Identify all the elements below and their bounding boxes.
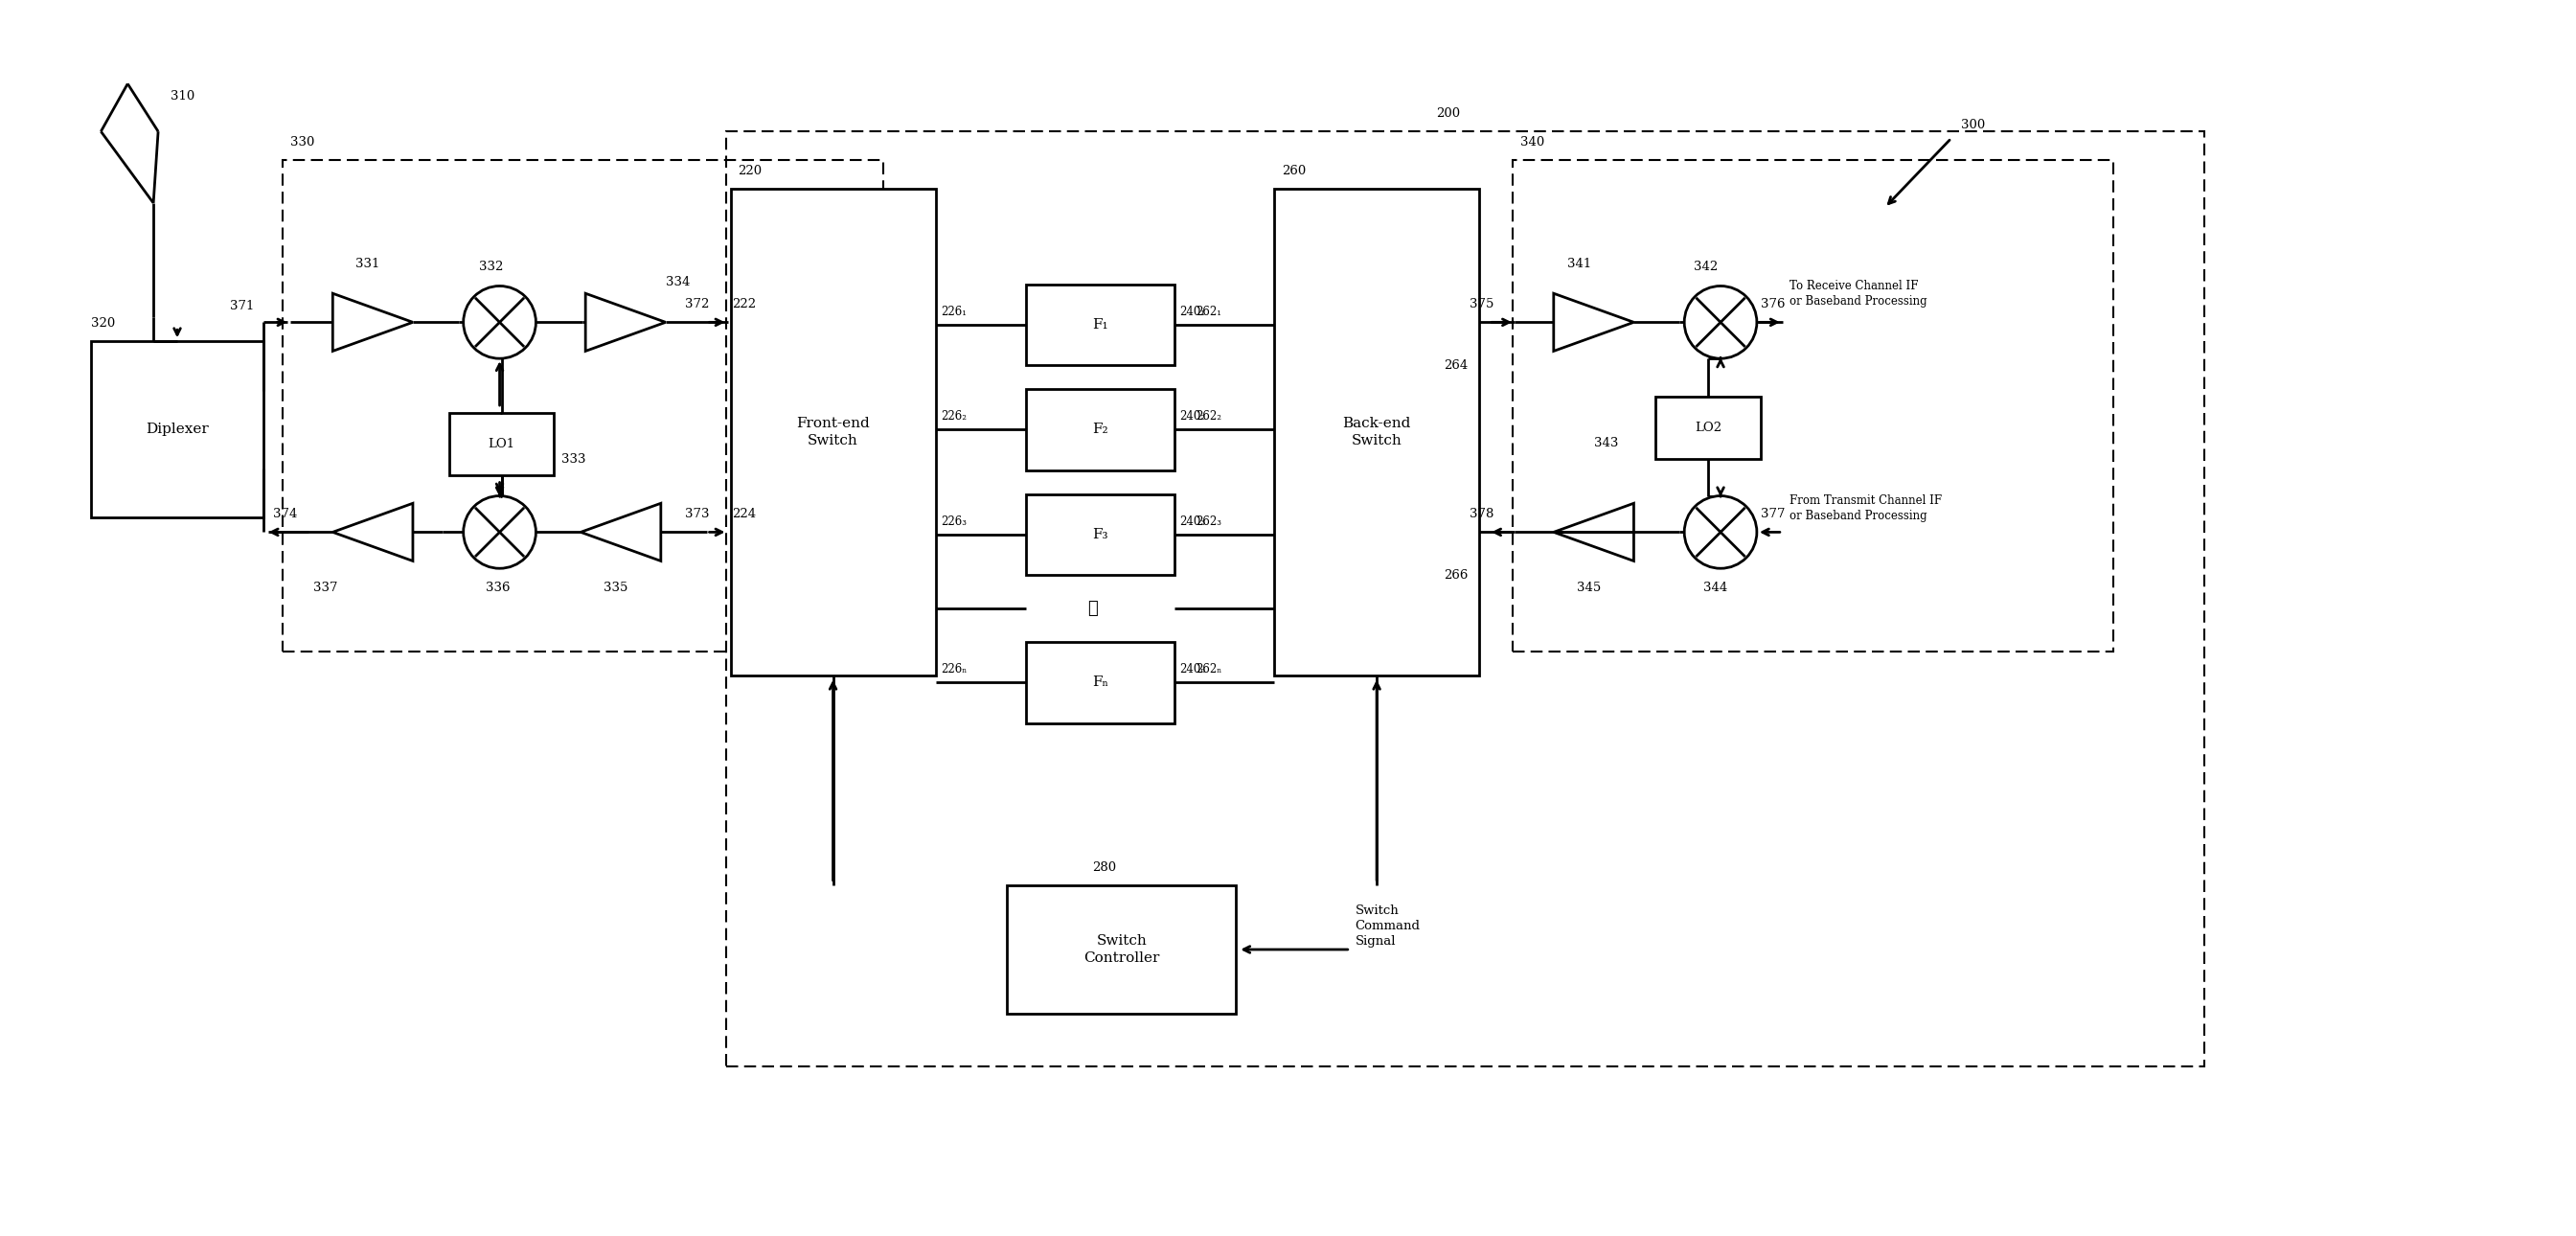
Text: 335: 335 — [603, 582, 629, 595]
Text: 341: 341 — [1566, 257, 1592, 269]
Text: 337: 337 — [314, 582, 337, 595]
Text: 336: 336 — [484, 582, 510, 595]
Text: 264: 264 — [1445, 360, 1468, 372]
Text: 345: 345 — [1577, 582, 1600, 595]
FancyBboxPatch shape — [1656, 397, 1759, 459]
FancyBboxPatch shape — [90, 341, 263, 518]
Text: Back-end
Switch: Back-end Switch — [1342, 417, 1412, 447]
Text: 333: 333 — [562, 452, 587, 466]
Text: 262₃: 262₃ — [1195, 515, 1221, 528]
FancyBboxPatch shape — [1007, 885, 1236, 1014]
Text: To Receive Channel IF
or Baseband Processing: To Receive Channel IF or Baseband Proces… — [1790, 281, 1927, 308]
Text: F₃: F₃ — [1092, 528, 1108, 541]
FancyBboxPatch shape — [1025, 284, 1175, 365]
FancyBboxPatch shape — [1025, 389, 1175, 470]
Text: 343: 343 — [1595, 436, 1618, 449]
Text: 266: 266 — [1445, 570, 1468, 582]
Text: 240₃: 240₃ — [1180, 515, 1206, 528]
Text: 220: 220 — [739, 164, 762, 177]
Text: 342: 342 — [1695, 261, 1718, 273]
Text: 334: 334 — [665, 277, 690, 289]
Text: 377: 377 — [1759, 508, 1785, 520]
Polygon shape — [1553, 503, 1633, 561]
Text: 240₁: 240₁ — [1180, 305, 1206, 318]
Polygon shape — [1553, 293, 1633, 351]
Text: Diplexer: Diplexer — [147, 423, 209, 436]
Text: 262₁: 262₁ — [1195, 305, 1221, 318]
Text: 376: 376 — [1759, 298, 1785, 310]
Text: 226ₙ: 226ₙ — [940, 664, 969, 676]
Text: 224: 224 — [732, 508, 757, 520]
Text: Switch
Command
Signal: Switch Command Signal — [1355, 904, 1419, 947]
Text: 373: 373 — [685, 508, 708, 520]
Text: 226₁: 226₁ — [940, 305, 966, 318]
Text: From Transmit Channel IF
or Baseband Processing: From Transmit Channel IF or Baseband Pro… — [1790, 494, 1942, 523]
Text: 226₂: 226₂ — [940, 410, 966, 423]
Text: 300: 300 — [1960, 119, 1986, 131]
FancyBboxPatch shape — [732, 189, 935, 675]
Text: F₂: F₂ — [1092, 423, 1108, 436]
Text: 340: 340 — [1520, 136, 1546, 148]
Text: 372: 372 — [685, 298, 708, 310]
Circle shape — [1685, 286, 1757, 358]
Text: 332: 332 — [479, 261, 502, 273]
Text: 240ₙ: 240ₙ — [1180, 664, 1206, 676]
Text: Front-end
Switch: Front-end Switch — [796, 417, 871, 447]
Text: 331: 331 — [355, 257, 379, 269]
Polygon shape — [580, 503, 662, 561]
Text: 374: 374 — [273, 508, 296, 520]
Text: 222: 222 — [732, 298, 757, 310]
Text: 310: 310 — [170, 90, 196, 103]
Text: 226₃: 226₃ — [940, 515, 966, 528]
Circle shape — [464, 286, 536, 358]
Text: 378: 378 — [1471, 508, 1494, 520]
Text: LO1: LO1 — [487, 438, 515, 450]
Polygon shape — [332, 503, 412, 561]
Text: 240₂: 240₂ — [1180, 410, 1206, 423]
Text: 280: 280 — [1092, 861, 1115, 874]
Text: 262ₙ: 262ₙ — [1195, 664, 1221, 676]
Polygon shape — [585, 293, 665, 351]
FancyBboxPatch shape — [448, 413, 554, 475]
Text: F₁: F₁ — [1092, 318, 1108, 331]
Circle shape — [464, 496, 536, 569]
Polygon shape — [332, 293, 412, 351]
Text: 330: 330 — [289, 136, 314, 148]
FancyBboxPatch shape — [1025, 494, 1175, 575]
Text: Switch
Controller: Switch Controller — [1084, 934, 1159, 965]
Text: 260: 260 — [1283, 164, 1306, 177]
Text: 344: 344 — [1703, 582, 1728, 595]
Text: 262₂: 262₂ — [1195, 410, 1221, 423]
Text: 320: 320 — [90, 318, 116, 330]
Text: Fₙ: Fₙ — [1092, 676, 1108, 690]
Text: 371: 371 — [229, 300, 255, 313]
FancyBboxPatch shape — [1025, 641, 1175, 723]
FancyBboxPatch shape — [1275, 189, 1479, 675]
Text: 200: 200 — [1437, 108, 1461, 120]
Text: ⋯: ⋯ — [1087, 599, 1097, 617]
Text: LO2: LO2 — [1695, 421, 1721, 434]
Circle shape — [1685, 496, 1757, 569]
Text: 375: 375 — [1471, 298, 1494, 310]
